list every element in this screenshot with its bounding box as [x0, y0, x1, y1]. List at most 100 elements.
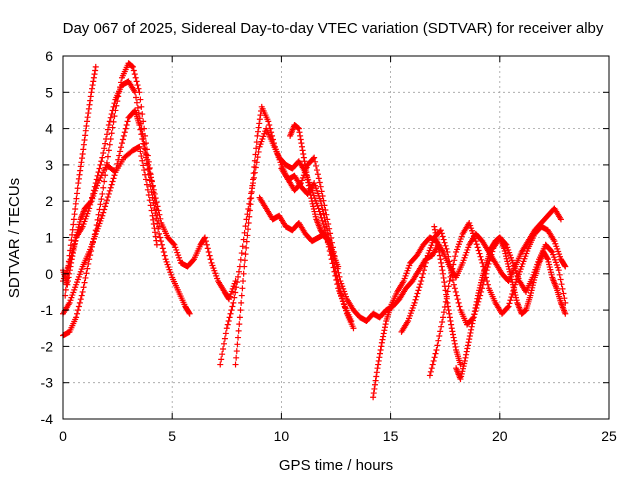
data-point — [381, 324, 388, 331]
data-point — [439, 233, 446, 240]
data-point — [450, 331, 456, 338]
data-point — [229, 303, 236, 310]
data-point — [321, 202, 328, 209]
data-point — [295, 125, 302, 132]
data-point — [382, 321, 389, 328]
data-point — [448, 321, 455, 328]
data-point — [373, 369, 380, 376]
data-point — [465, 339, 472, 346]
data-point — [114, 98, 121, 105]
data-point — [242, 251, 249, 258]
data-point — [110, 118, 117, 125]
data-point — [484, 278, 491, 285]
data-point — [95, 211, 102, 218]
data-point — [138, 103, 145, 110]
data-point — [561, 262, 568, 269]
data-point — [103, 131, 110, 138]
data-point — [430, 357, 437, 364]
data-point — [77, 163, 84, 170]
data-point — [89, 239, 96, 246]
data-point — [438, 323, 445, 330]
data-point — [120, 132, 127, 139]
data-point — [219, 351, 226, 358]
data-point — [117, 148, 124, 155]
data-point — [338, 292, 345, 299]
data-point — [478, 256, 485, 263]
data-point — [145, 158, 152, 165]
data-point — [437, 328, 444, 335]
data-point — [235, 327, 242, 334]
data-point — [300, 151, 307, 158]
y-tick-label: -4 — [41, 411, 54, 427]
data-point — [438, 230, 445, 237]
data-point — [555, 267, 562, 274]
data-point — [105, 190, 112, 197]
series-sat-track-13 — [426, 219, 569, 379]
x-tick-label: 15 — [383, 428, 399, 444]
data-point — [444, 249, 451, 256]
data-point — [562, 263, 569, 270]
data-point — [463, 348, 470, 355]
data-point — [472, 305, 479, 312]
data-point — [190, 257, 197, 264]
data-point — [380, 330, 387, 337]
data-point — [151, 225, 158, 232]
data-point — [377, 347, 384, 354]
data-point — [76, 299, 83, 306]
y-tick-label: 2 — [45, 193, 53, 209]
data-point — [107, 114, 114, 121]
data-point — [250, 176, 257, 183]
data-point — [133, 78, 140, 85]
data-point — [153, 241, 160, 248]
data-point — [68, 259, 75, 266]
data-point — [110, 103, 117, 110]
data-point — [149, 212, 156, 219]
data-point — [142, 171, 149, 178]
data-point — [426, 372, 433, 379]
data-point — [336, 273, 343, 280]
data-point — [161, 252, 168, 259]
data-point — [106, 187, 113, 194]
data-point — [450, 261, 457, 268]
data-point — [88, 89, 95, 96]
data-point — [240, 270, 247, 277]
data-point — [92, 67, 99, 74]
data-point — [99, 154, 106, 161]
data-point — [82, 127, 89, 134]
data-point — [218, 356, 225, 363]
data-point — [147, 171, 154, 178]
data-point — [255, 128, 261, 135]
data-point — [231, 294, 238, 301]
data-point — [143, 146, 150, 153]
data-point — [342, 307, 349, 314]
data-point — [320, 210, 327, 217]
data-point — [450, 334, 457, 341]
data-point — [560, 290, 567, 297]
data-point — [62, 286, 69, 293]
data-point — [305, 182, 312, 189]
data-point — [105, 121, 112, 128]
data-point — [559, 285, 566, 292]
data-point — [297, 181, 304, 188]
data-point — [145, 191, 152, 198]
data-point — [122, 125, 129, 132]
data-point — [217, 361, 224, 368]
data-point — [93, 222, 100, 229]
data-point — [475, 247, 482, 254]
data-point — [378, 343, 385, 350]
data-point — [228, 307, 235, 314]
data-point — [307, 191, 314, 198]
data-point — [440, 270, 447, 277]
data-point — [431, 223, 438, 230]
data-point — [335, 269, 342, 276]
data-point — [246, 207, 253, 214]
data-point — [451, 285, 458, 292]
data-point — [204, 245, 211, 252]
data-point — [417, 281, 424, 288]
data-point — [436, 249, 443, 256]
data-point — [240, 236, 247, 243]
series-sat-track-5 — [60, 143, 160, 288]
y-tick-label: -2 — [41, 338, 54, 354]
data-point — [438, 259, 445, 266]
data-point — [433, 232, 440, 239]
